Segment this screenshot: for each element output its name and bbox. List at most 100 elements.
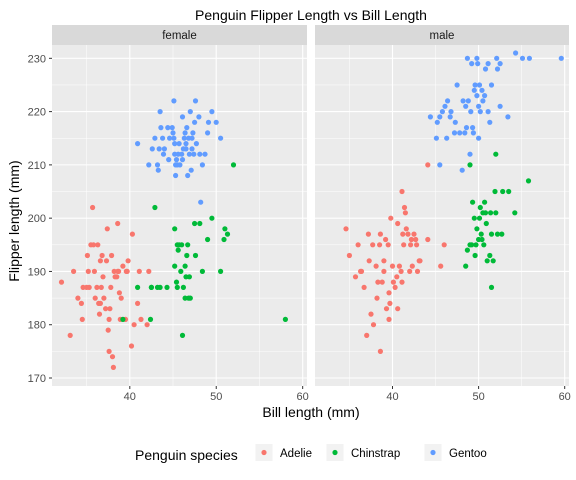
data-point-chinstrap [473,242,479,248]
x-tick-label: 50 [472,391,484,403]
data-point-gentoo [169,125,175,131]
legend-entries: Adelie Chinstrap Gentoo [255,444,487,461]
data-point-adelie [405,231,411,237]
data-point-gentoo [197,151,203,157]
data-point-gentoo [467,151,473,157]
data-point-chinstrap [230,162,237,168]
data-point-gentoo [135,141,141,147]
y-tick-label: 210 [28,160,46,172]
data-point-adelie [395,220,401,227]
data-point-adelie [361,284,367,290]
y-tick-label: 220 [28,107,46,119]
data-point-chinstrap [148,284,154,290]
data-point-adelie [131,322,137,328]
data-point-gentoo [218,135,224,141]
data-point-adelie [92,295,98,301]
data-point-gentoo [191,151,197,157]
data-point-chinstrap [157,284,163,290]
data-point-adelie [403,226,409,232]
legend: Penguin species Adelie Chinstrap Gentoo [135,444,487,463]
data-point-gentoo [167,135,173,141]
data-point-adelie [115,220,121,227]
data-point-gentoo [519,55,526,61]
data-point-adelie [377,242,383,248]
data-point-chinstrap [172,226,178,232]
x-tick-label: 50 [210,391,222,403]
data-point-gentoo [188,167,194,173]
data-point-adelie [381,258,387,264]
x-tick-label: 60 [559,391,571,403]
data-point-chinstrap [482,210,489,216]
data-point-gentoo [158,125,164,131]
data-point-adelie [386,316,392,322]
data-point-adelie [401,242,407,248]
data-point-gentoo [199,162,205,168]
data-point-adelie [98,284,104,290]
data-point-adelie [383,236,389,243]
data-point-chinstrap [463,263,469,269]
data-point-adelie [392,284,398,290]
facet-label-male: male [430,30,455,42]
data-point-chinstrap [494,231,501,237]
data-point-adelie [408,242,414,248]
data-point-adelie [414,268,421,274]
data-point-adelie [106,348,112,354]
data-point-adelie [413,236,419,243]
data-point-gentoo [184,125,190,131]
data-point-adelie [99,252,105,259]
data-point-gentoo [173,172,179,179]
data-point-adelie [375,279,381,285]
data-point-adelie [396,263,402,269]
x-tick-label: 40 [124,391,136,403]
data-point-adelie [97,258,103,264]
facet-panel-male: male [315,25,569,386]
data-point-adelie [138,316,144,322]
data-point-adelie [128,343,135,349]
data-point-gentoo [513,50,519,56]
data-point-chinstrap [488,284,495,290]
legend-swatch-adelie [261,449,267,456]
data-point-gentoo [160,151,167,157]
data-point-adelie [358,268,365,274]
data-point-gentoo [459,167,465,173]
data-point-adelie [401,204,408,211]
data-point-adelie [355,242,361,248]
data-point-adelie [407,268,413,274]
data-point-gentoo [205,130,211,136]
data-point-gentoo [182,130,188,136]
data-point-adelie [129,231,135,237]
data-point-gentoo [497,61,503,67]
y-axis: 170 180 190 200 210 220 230 [28,53,52,385]
data-point-gentoo [494,55,500,61]
data-point-adelie [425,236,431,243]
data-point-adelie [107,306,113,312]
data-point-chinstrap [182,295,188,301]
data-point-gentoo [157,109,163,115]
data-point-adelie [370,322,377,328]
data-point-chinstrap [179,242,185,248]
data-point-adelie [373,263,379,269]
data-point-gentoo [445,98,451,104]
data-point-gentoo [433,135,439,141]
data-point-adelie [387,300,393,306]
data-point-adelie [85,268,91,274]
data-point-gentoo [464,55,470,61]
data-point-chinstrap [224,231,231,237]
data-point-adelie [120,263,126,269]
data-point-gentoo [460,98,466,104]
data-point-gentoo [149,146,155,152]
data-point-adelie [383,306,390,312]
data-point-chinstrap [506,188,512,195]
data-point-gentoo [165,125,171,131]
x-axis: 40 50 60 40 50 60 [124,386,571,403]
data-point-gentoo [463,103,469,109]
data-point-gentoo [179,114,186,120]
data-point-adelie [395,306,401,312]
data-point-adelie [389,263,396,269]
data-point-chinstrap [174,284,180,290]
data-point-adelie [394,274,400,280]
data-point-adelie [90,204,96,211]
data-point-gentoo [190,130,196,136]
data-point-chinstrap [120,316,126,322]
data-point-gentoo [192,119,198,125]
